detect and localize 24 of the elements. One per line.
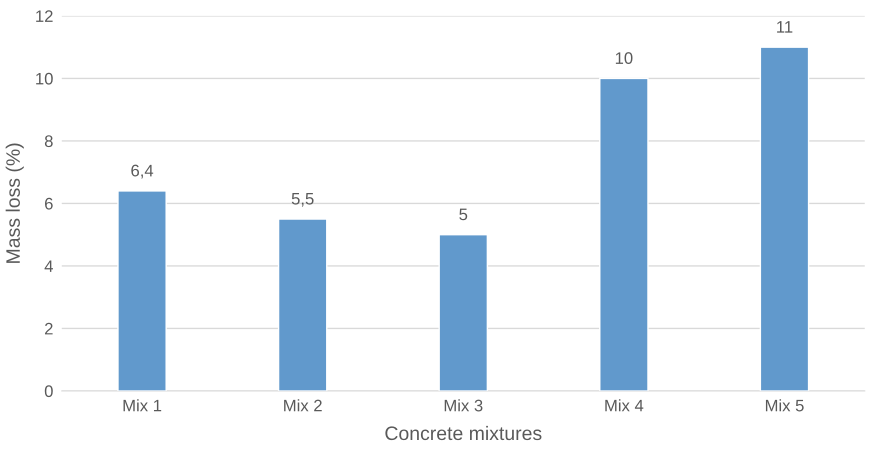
y-axis-title: Mass loss (%) [6, 144, 24, 263]
x-axis-title: Concrete mixtures [385, 426, 542, 440]
x-tick-label: Mix 2 [284, 399, 322, 412]
y-tick-label: 12 [36, 10, 53, 22]
x-tick-label: Mix 5 [766, 399, 804, 412]
y-tick-label: 10 [36, 72, 53, 85]
x-tick-label: Mix 1 [124, 399, 162, 412]
data-label: 10 [616, 52, 632, 64]
bar [438, 234, 488, 391]
x-tick-label: Mix 4 [605, 399, 644, 412]
data-label: 5 [459, 208, 468, 220]
y-tick-label: 4 [44, 260, 53, 272]
y-tick-label: 8 [44, 135, 53, 148]
data-label: 6,4 [131, 164, 154, 178]
data-label: 5,5 [292, 192, 314, 207]
y-tick-label: 6 [45, 198, 53, 210]
bar [599, 78, 649, 391]
y-tick-label: 0 [44, 385, 53, 398]
bar [760, 46, 810, 391]
bar [278, 218, 328, 391]
bar [117, 190, 167, 391]
y-tick-label: 2 [45, 322, 53, 334]
x-tick-label: Mix 3 [444, 399, 482, 412]
data-label: 11 [777, 21, 792, 33]
